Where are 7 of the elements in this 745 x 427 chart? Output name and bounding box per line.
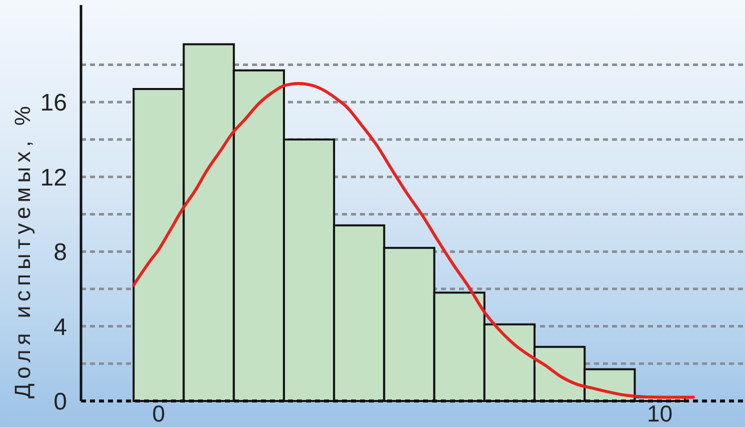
x-tick-label: 10 (647, 400, 673, 426)
y-tick-label: 12 (40, 164, 67, 192)
line-series (132, 82, 695, 399)
y-tick-label: 8 (54, 239, 67, 266)
y-axis-title: Доля испытуемых, % (10, 102, 34, 398)
y-tick-label: 4 (54, 314, 67, 341)
y-tick-label: 16 (40, 90, 67, 117)
